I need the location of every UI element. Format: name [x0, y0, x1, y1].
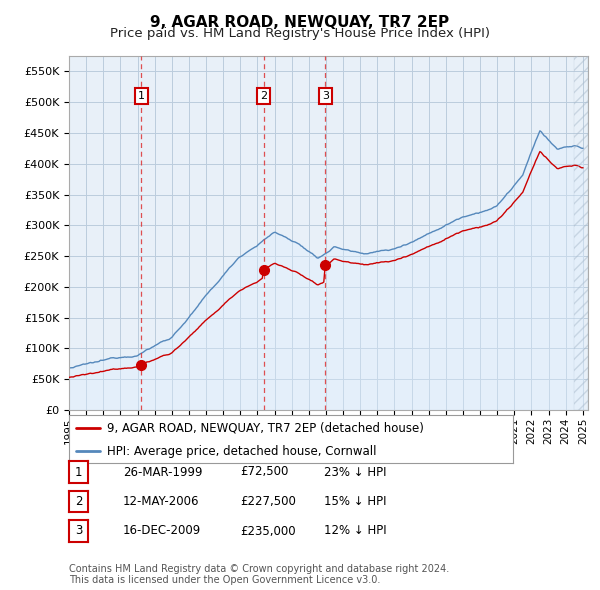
Text: £72,500: £72,500 — [240, 466, 289, 478]
Text: Contains HM Land Registry data © Crown copyright and database right 2024.
This d: Contains HM Land Registry data © Crown c… — [69, 563, 449, 585]
Text: Price paid vs. HM Land Registry's House Price Index (HPI): Price paid vs. HM Land Registry's House … — [110, 27, 490, 40]
Text: £235,000: £235,000 — [240, 525, 296, 537]
Text: 2: 2 — [260, 91, 267, 101]
Text: 12-MAY-2006: 12-MAY-2006 — [123, 495, 199, 508]
Text: HPI: Average price, detached house, Cornwall: HPI: Average price, detached house, Corn… — [107, 444, 376, 458]
Text: 16-DEC-2009: 16-DEC-2009 — [123, 525, 201, 537]
Text: 15% ↓ HPI: 15% ↓ HPI — [324, 495, 386, 508]
Text: 1: 1 — [75, 466, 82, 478]
Text: 9, AGAR ROAD, NEWQUAY, TR7 2EP (detached house): 9, AGAR ROAD, NEWQUAY, TR7 2EP (detached… — [107, 422, 424, 435]
Text: 23% ↓ HPI: 23% ↓ HPI — [324, 466, 386, 478]
Text: £227,500: £227,500 — [240, 495, 296, 508]
Text: 1: 1 — [138, 91, 145, 101]
Text: 3: 3 — [75, 525, 82, 537]
Text: 2: 2 — [75, 495, 82, 508]
Text: 9, AGAR ROAD, NEWQUAY, TR7 2EP: 9, AGAR ROAD, NEWQUAY, TR7 2EP — [151, 15, 449, 30]
Text: 26-MAR-1999: 26-MAR-1999 — [123, 466, 203, 478]
Text: 12% ↓ HPI: 12% ↓ HPI — [324, 525, 386, 537]
Text: 3: 3 — [322, 91, 329, 101]
